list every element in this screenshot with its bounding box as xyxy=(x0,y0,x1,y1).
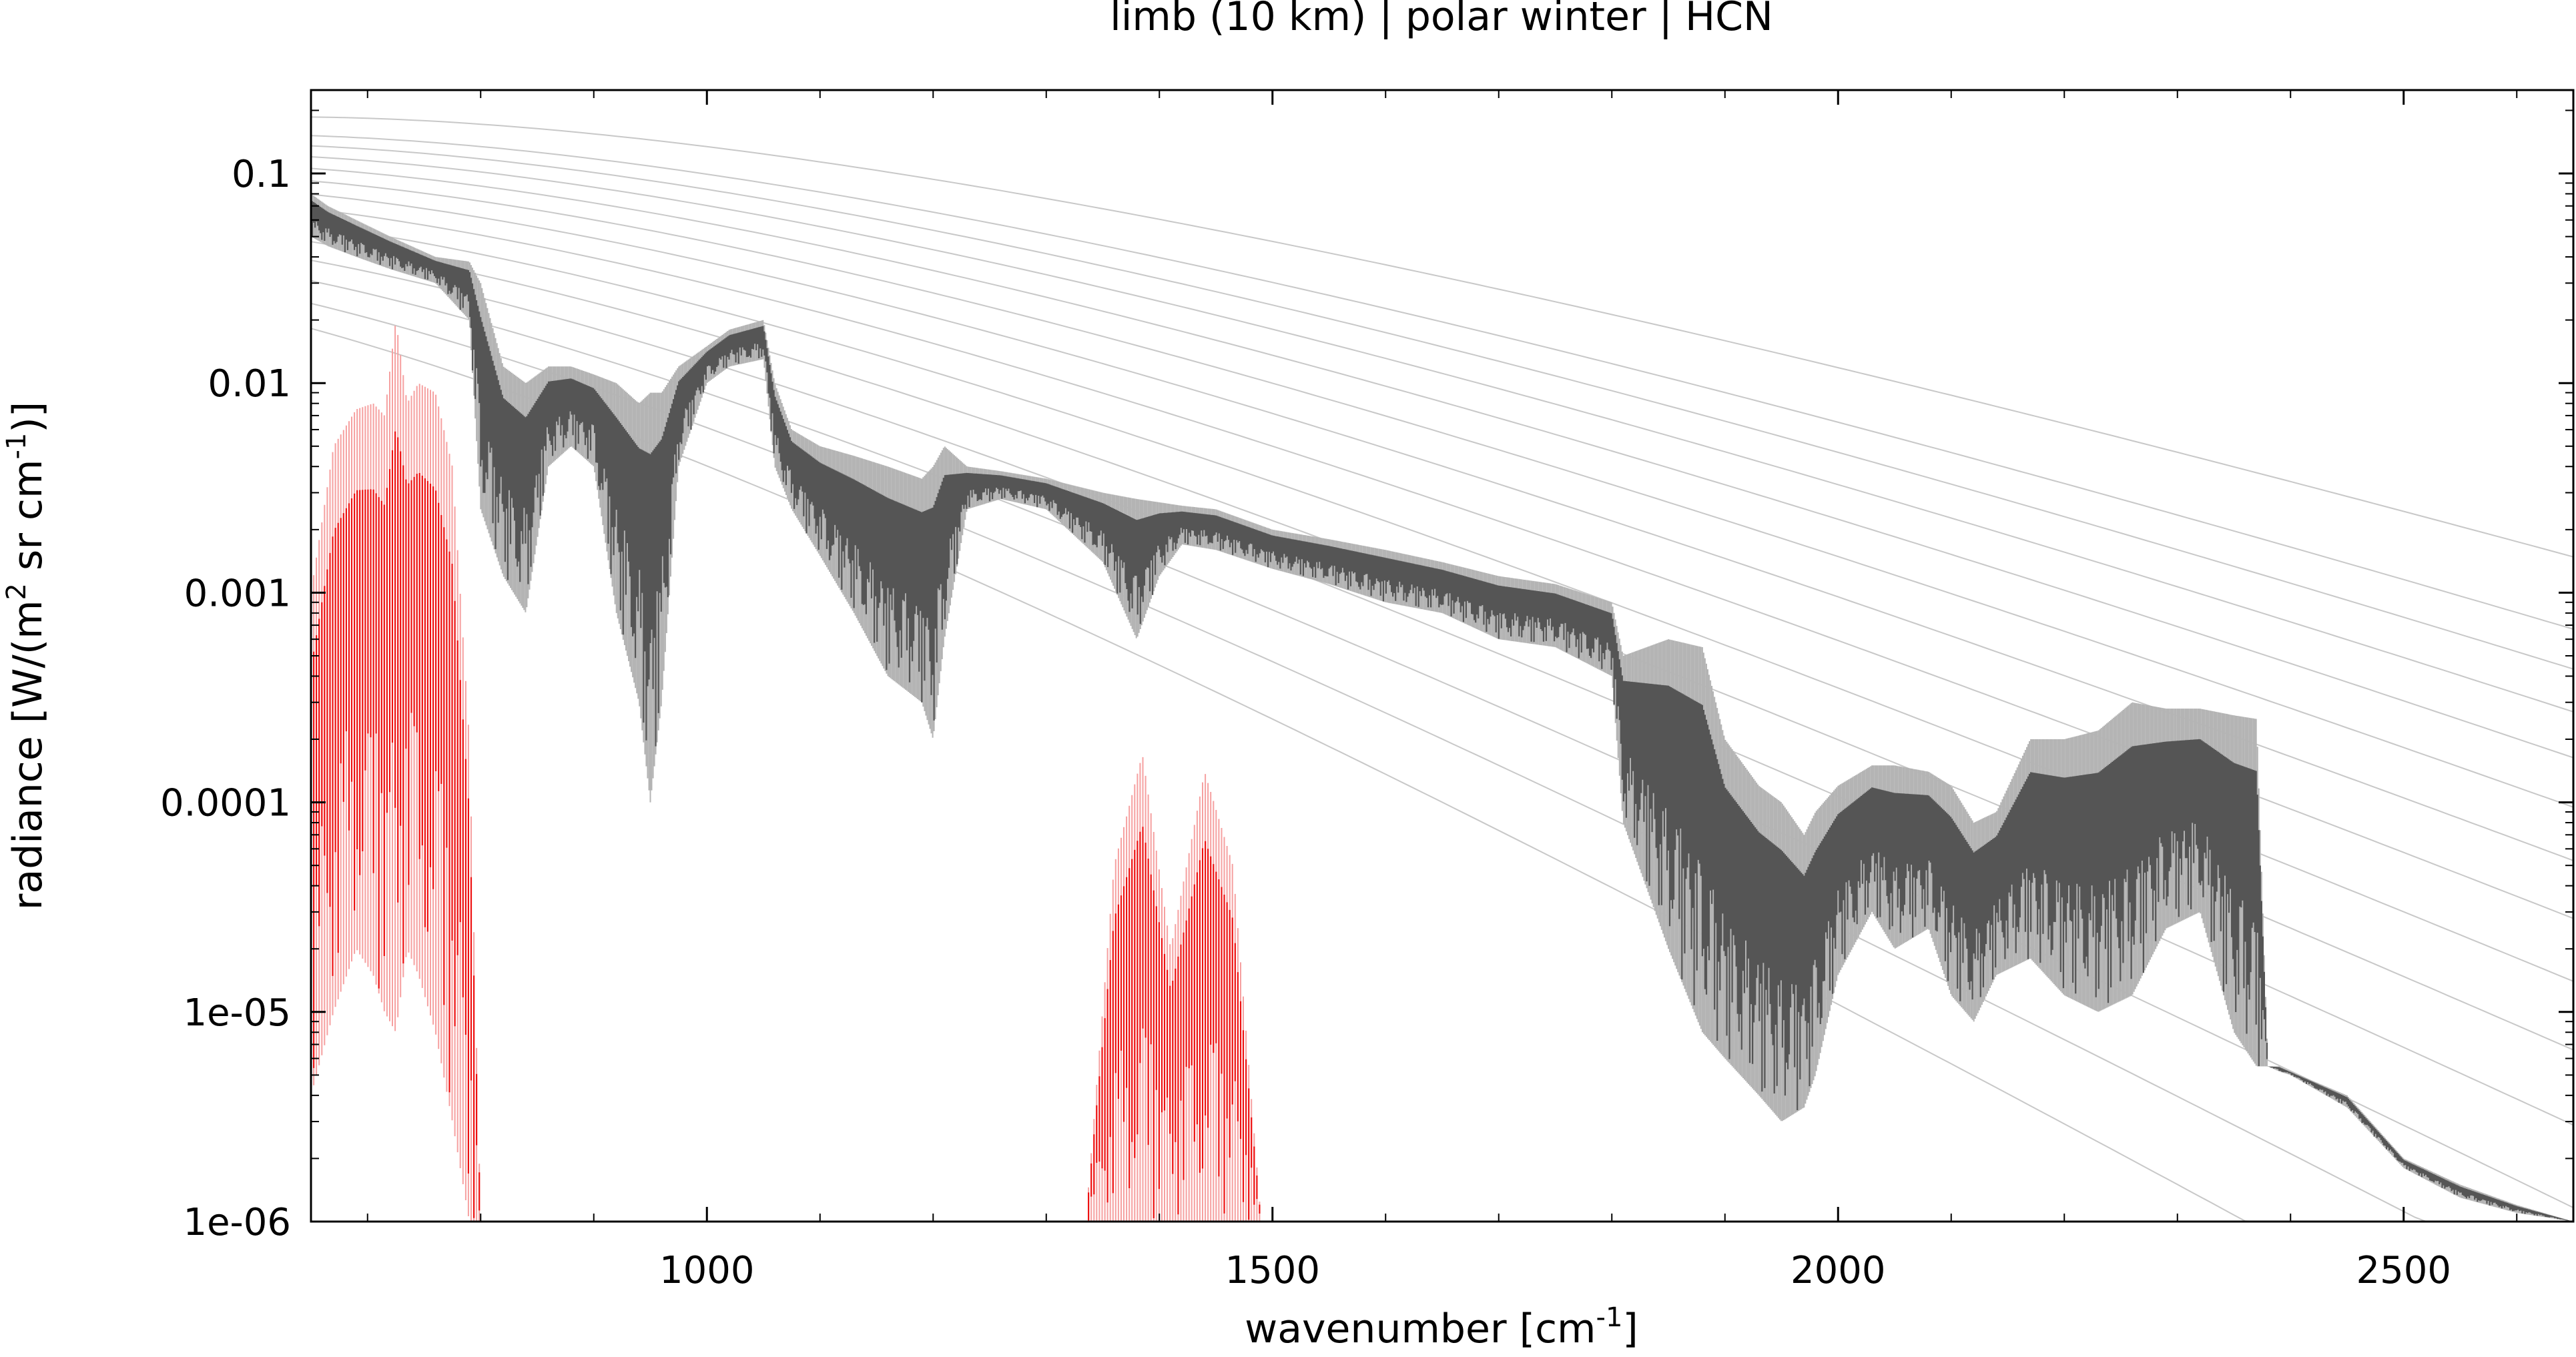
y-tick-label: 1e-05 xyxy=(183,991,291,1035)
y-tick-label: 0.0001 xyxy=(160,782,291,825)
y-axis-title-sup2: -1 xyxy=(1,433,32,460)
planck-curve xyxy=(310,116,2574,558)
axis-ticks: 1000 1500 2000 2500 1e-06 1e-05 0.0001 0.001 0.0… xyxy=(160,90,2573,1292)
x-axis-title-text: wavenumber [cm xyxy=(1245,1306,1596,1352)
x-tick-label: 2500 xyxy=(2356,1249,2451,1292)
y-axis-title: radiance [W/(m2 sr cm-1)] xyxy=(1,402,51,910)
x-axis-title-tail: ] xyxy=(1622,1306,1638,1352)
radiance-spectrum xyxy=(310,193,2573,1222)
total-radiance-light xyxy=(310,193,2573,1222)
planck-curve xyxy=(310,167,2574,759)
y-axis-title-sup1: 2 xyxy=(1,583,32,600)
y-axis-title-mid: sr cm xyxy=(5,459,51,583)
y-tick-label: 1e-06 xyxy=(183,1201,291,1244)
y-tick-label: 0.01 xyxy=(208,362,291,406)
planck-curve xyxy=(310,260,2574,1126)
x-tick-label: 1000 xyxy=(659,1249,755,1292)
x-axis-title-sup: -1 xyxy=(1596,1302,1623,1333)
y-tick-label: 0.001 xyxy=(184,572,291,615)
hcn-band-2-dark xyxy=(1088,827,1261,1221)
planck-curve xyxy=(310,135,2574,630)
planck-curve xyxy=(310,156,2574,713)
x-axis-title: wavenumber [cm-1] xyxy=(1245,1302,1638,1352)
chart-title: limb (10 km) | polar winter | HCN xyxy=(1110,0,1773,40)
y-tick-label: 0.1 xyxy=(232,153,291,196)
y-axis-title-tail: )] xyxy=(5,402,51,433)
y-axis-title-text: radiance [W/(m xyxy=(5,600,51,910)
planck-curve xyxy=(310,145,2574,670)
planck-curve xyxy=(310,180,2574,808)
x-tick-label: 1500 xyxy=(1225,1249,1320,1292)
x-tick-label: 2000 xyxy=(1791,1249,1886,1292)
